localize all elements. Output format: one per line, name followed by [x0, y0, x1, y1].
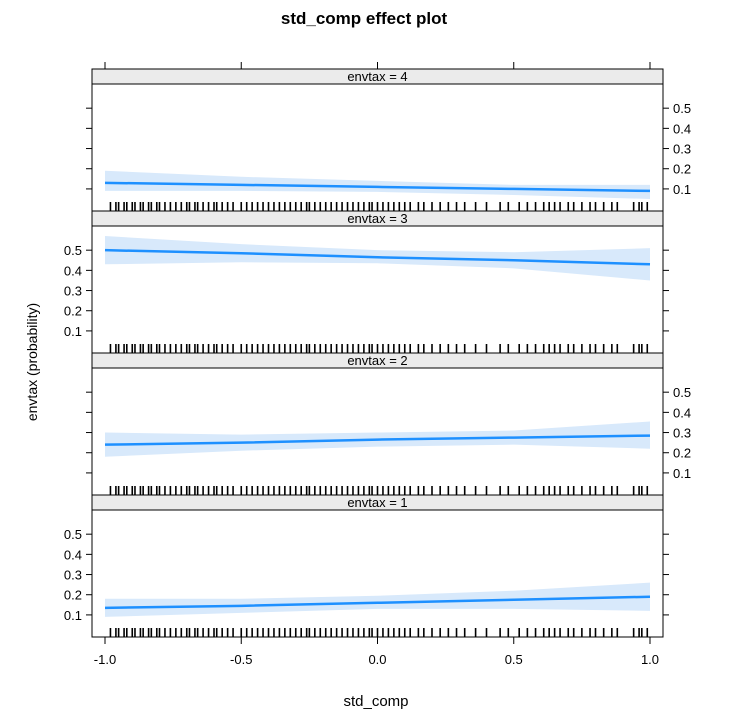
y-tick-label: 0.3 [673, 426, 691, 441]
y-tick-label: 0.1 [64, 324, 82, 339]
y-tick-label: 0.2 [673, 446, 691, 461]
y-tick-label: 0.5 [673, 101, 691, 116]
x-tick-label: 0.5 [505, 652, 523, 667]
confidence-band [105, 170, 650, 199]
y-tick-label: 0.3 [673, 142, 691, 157]
y-tick-label: 0.4 [64, 547, 82, 562]
x-tick-label: -1.0 [94, 652, 116, 667]
chart-title: std_comp effect plot [281, 9, 448, 28]
effect-line [104, 181, 651, 193]
y-tick-label: 0.3 [64, 568, 82, 583]
strip-label: envtax = 1 [347, 495, 407, 510]
y-tick-label: 0.1 [673, 182, 691, 197]
y-tick-label: 0.2 [673, 162, 691, 177]
panel-frame [91, 509, 664, 638]
effect-line [104, 248, 651, 266]
x-axis-label: std_comp [343, 693, 408, 710]
x-tick-label: 1.0 [641, 652, 659, 667]
y-tick-label: 0.1 [64, 608, 82, 623]
x-tick-label: 0.0 [368, 652, 386, 667]
strip-label: envtax = 3 [347, 211, 407, 226]
strip-label: envtax = 2 [347, 353, 407, 368]
y-tick-label: 0.5 [64, 527, 82, 542]
x-tick-label: -0.5 [230, 652, 252, 667]
y-tick-label: 0.2 [64, 588, 82, 603]
y-tick-label: 0.4 [673, 121, 691, 136]
y-tick-label: 0.5 [673, 385, 691, 400]
y-tick-label: 0.5 [64, 243, 82, 258]
y-tick-label: 0.1 [673, 466, 691, 481]
y-tick-label: 0.4 [673, 405, 691, 420]
effect-line [104, 434, 651, 446]
y-tick-label: 0.4 [64, 263, 82, 278]
confidence-band [105, 582, 650, 617]
y-axis-label: envtax (probability) [24, 303, 40, 421]
y-tick-label: 0.3 [64, 284, 82, 299]
effect-line [104, 595, 651, 610]
panels-group: envtax = 4 0.1 0.2 0.3 0.4 0.5 envtax = 3 0.1 0.… [64, 62, 691, 667]
y-tick-label: 0.2 [64, 304, 82, 319]
strip-label: envtax = 4 [347, 69, 407, 84]
